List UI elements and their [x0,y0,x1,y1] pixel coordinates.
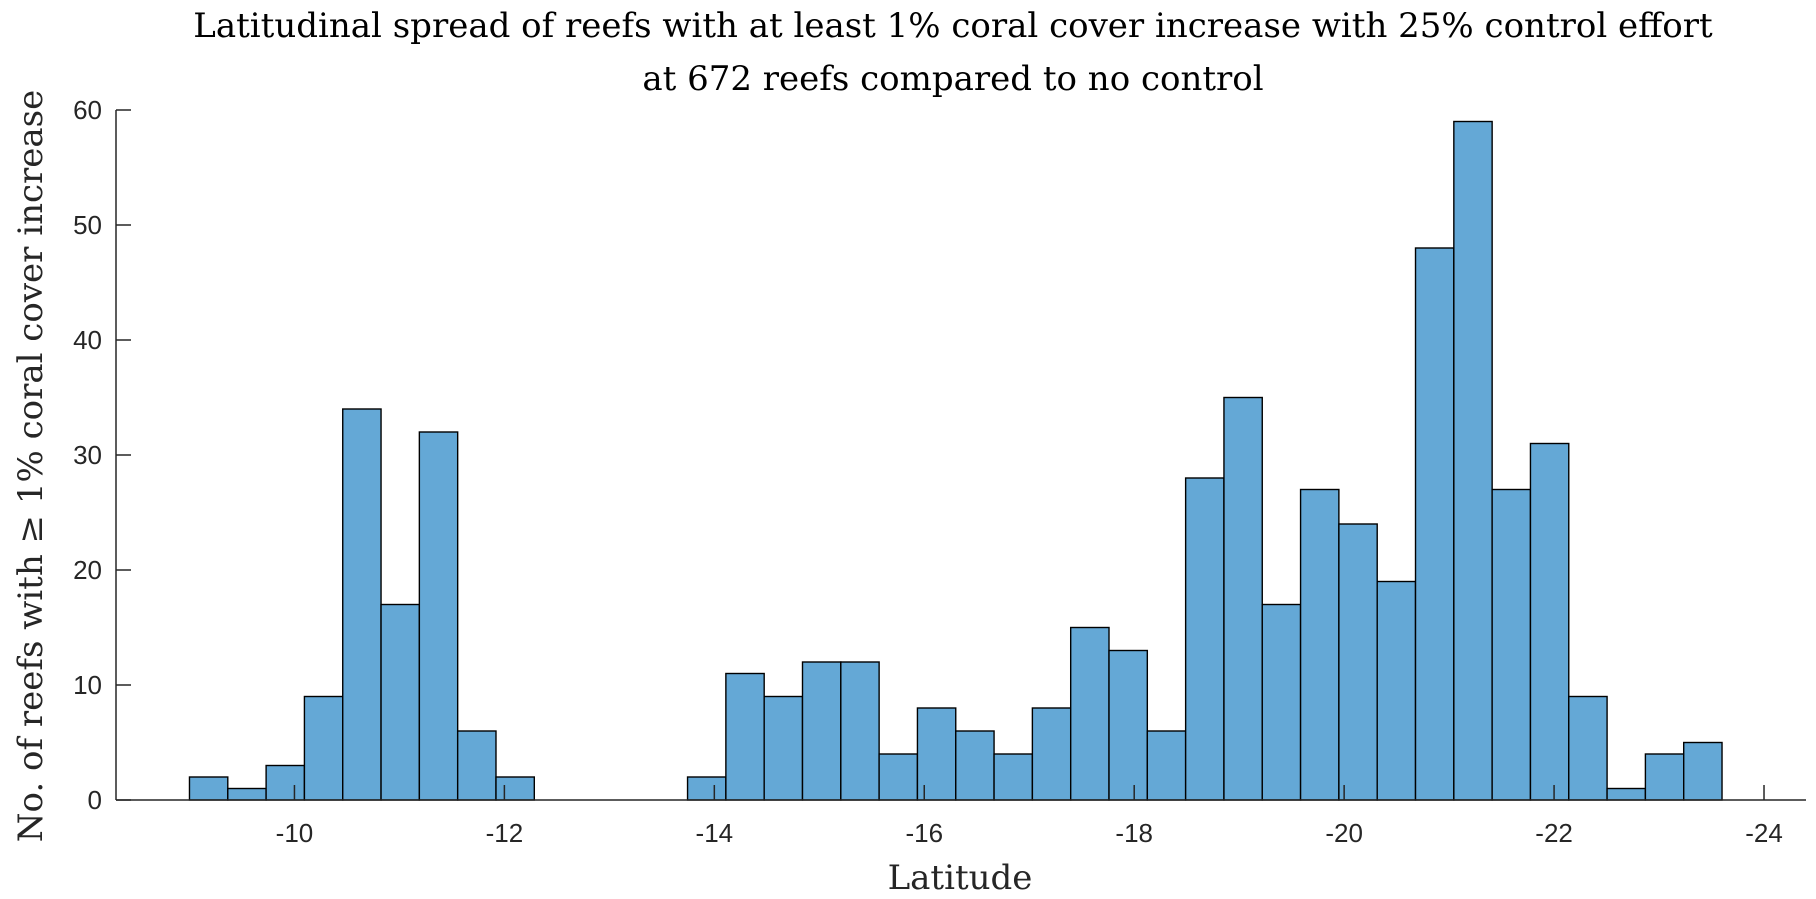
histogram-bar [495,776,536,801]
y-tick-label: 40 [73,325,102,355]
histogram-bar [1376,580,1417,801]
histogram-bar [955,730,995,801]
y-tick-label: 30 [73,440,102,470]
histogram-bar [1568,695,1608,801]
histogram-bar [1414,247,1455,801]
y-tick-label: 50 [73,210,102,240]
y-tick-label: 0 [88,785,102,815]
x-tick-label: -12 [486,818,524,848]
histogram-bar [303,695,344,801]
histogram-bar [725,672,765,801]
histogram-bar [686,776,727,801]
histogram-bar [1184,477,1225,801]
histogram-bar [878,753,919,801]
histogram-bar [1683,741,1723,801]
histogram-bar [840,661,880,801]
x-tick-label: -24 [1745,818,1783,848]
x-tick-label: -18 [1115,818,1153,848]
histogram-bar [1491,488,1532,801]
chart-title-line-2: at 672 reefs compared to no control [642,59,1263,99]
histogram-bar [1261,603,1302,801]
y-tick-label: 20 [73,555,102,585]
x-tick-label: -10 [276,818,314,848]
histogram-bar [801,661,842,801]
x-tick-label: -20 [1325,818,1363,848]
histogram-bar [1031,707,1072,801]
histogram-bar [342,408,382,801]
y-tick-label: 60 [73,95,102,125]
x-tick-label: -22 [1535,818,1573,848]
histogram-bar [1069,626,1110,801]
histogram-bar [993,753,1034,801]
histogram-bar [916,707,957,801]
histogram-bar [1644,753,1685,801]
histogram-bar [1108,649,1149,801]
histogram-bar [1299,488,1340,801]
histogram-bar [188,776,229,801]
histogram-bar [1529,442,1570,801]
histogram-bar [456,730,497,801]
histogram-bar [418,431,459,801]
chart-title-line-1: Latitudinal spread of reefs with at leas… [193,6,1713,46]
x-axis-label: Latitude [888,858,1033,898]
x-tick-label: -16 [905,818,943,848]
histogram-bar [1223,396,1263,801]
histogram-bar [763,695,804,801]
y-axis-label: No. of reefs with ≥ 1% coral cover incre… [11,90,51,842]
histogram-bar [380,603,421,801]
histogram-bar [265,764,306,801]
y-tick-label: 10 [73,670,102,700]
histogram-bar [1606,787,1647,801]
histogram-bar [1146,730,1187,801]
histogram-bars [188,120,1723,801]
histogram-bar [1338,523,1378,801]
histogram-bar [227,787,267,801]
x-tick-label: -14 [696,818,734,848]
axis-ticks: -10 -12 -14 -16 -18 -20 -22 -24 0 10 20 30 40 50 60 [73,95,1783,848]
histogram-bar [1453,120,1493,801]
